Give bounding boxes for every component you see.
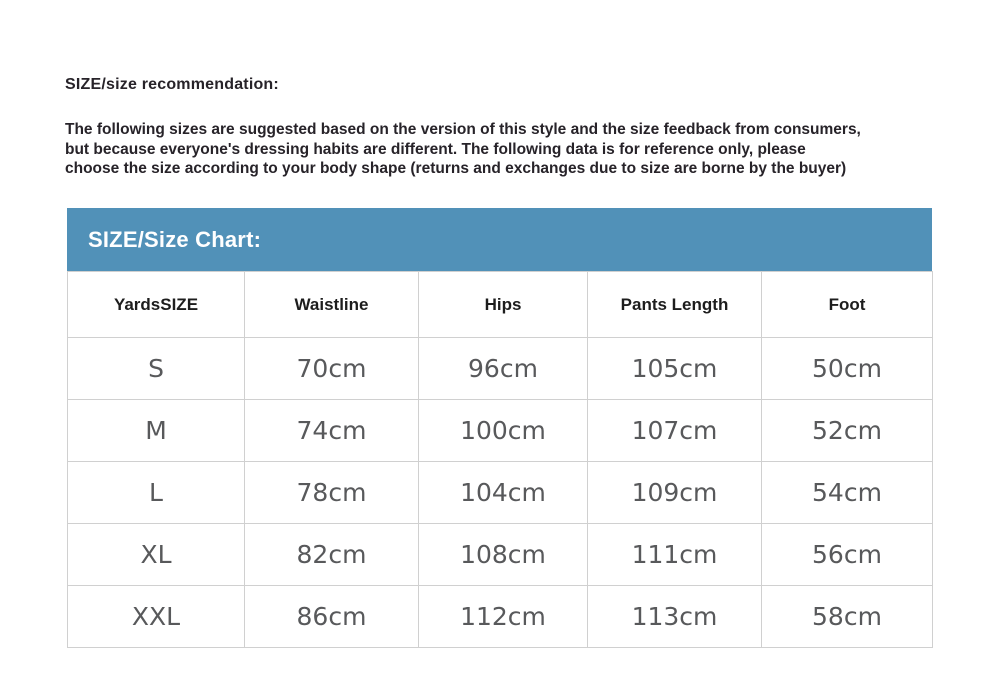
- measurement-cell: 54cm: [761, 461, 933, 524]
- measurement-cell: 70cm: [244, 337, 419, 400]
- column-header-size: YardsSIZE: [67, 271, 245, 338]
- measurement-cell: 104cm: [418, 461, 588, 524]
- measurement-cell: 52cm: [761, 399, 933, 462]
- table-row: XXL 86cm 112cm 113cm 58cm: [67, 585, 933, 648]
- measurement-cell: 82cm: [244, 523, 419, 586]
- column-header-foot: Foot: [761, 271, 933, 338]
- measurement-cell: 50cm: [761, 337, 933, 400]
- size-recommendation-heading: SIZE/size recommendation:: [65, 76, 279, 93]
- size-chart-title: SIZE/Size Chart:: [88, 226, 262, 252]
- measurement-cell: 100cm: [418, 399, 588, 462]
- description-line: choose the size according to your body s…: [65, 160, 847, 177]
- size-recommendation-text: The following sizes are suggested based …: [65, 120, 945, 179]
- measurement-cell: 107cm: [587, 399, 762, 462]
- column-header-pants-length: Pants Length: [587, 271, 762, 338]
- measurement-cell: 86cm: [244, 585, 419, 648]
- description-line: but because everyone's dressing habits a…: [65, 140, 806, 158]
- column-header-waistline: Waistline: [244, 271, 419, 338]
- description-line: The following sizes are suggested based …: [65, 121, 861, 138]
- measurement-cell: 96cm: [418, 337, 588, 400]
- size-cell: S: [67, 337, 245, 400]
- measurement-cell: 78cm: [244, 461, 419, 524]
- size-cell: M: [67, 399, 245, 462]
- size-chart: SIZE/Size Chart: YardsSIZE Waistline Hip…: [67, 208, 933, 648]
- measurement-cell: 105cm: [587, 337, 762, 400]
- table-header-row: YardsSIZE Waistline Hips Pants Length Fo…: [67, 271, 933, 338]
- measurement-cell: 108cm: [418, 523, 588, 586]
- measurement-cell: 74cm: [244, 399, 419, 462]
- size-cell: XL: [67, 523, 245, 586]
- column-header-hips: Hips: [418, 271, 588, 338]
- measurement-cell: 111cm: [587, 523, 762, 586]
- measurement-cell: 56cm: [761, 523, 933, 586]
- measurement-cell: 113cm: [587, 585, 762, 648]
- size-table: YardsSIZE Waistline Hips Pants Length Fo…: [67, 271, 933, 648]
- size-chart-title-bar: SIZE/Size Chart:: [67, 208, 932, 271]
- table-row: XL 82cm 108cm 111cm 56cm: [67, 523, 933, 586]
- measurement-cell: 58cm: [761, 585, 933, 648]
- table-row: L 78cm 104cm 109cm 54cm: [67, 461, 933, 524]
- size-cell: L: [67, 461, 245, 524]
- table-row: M 74cm 100cm 107cm 52cm: [67, 399, 933, 462]
- size-cell: XXL: [67, 585, 245, 648]
- measurement-cell: 109cm: [587, 461, 762, 524]
- measurement-cell: 112cm: [418, 585, 588, 648]
- table-row: S 70cm 96cm 105cm 50cm: [67, 337, 933, 400]
